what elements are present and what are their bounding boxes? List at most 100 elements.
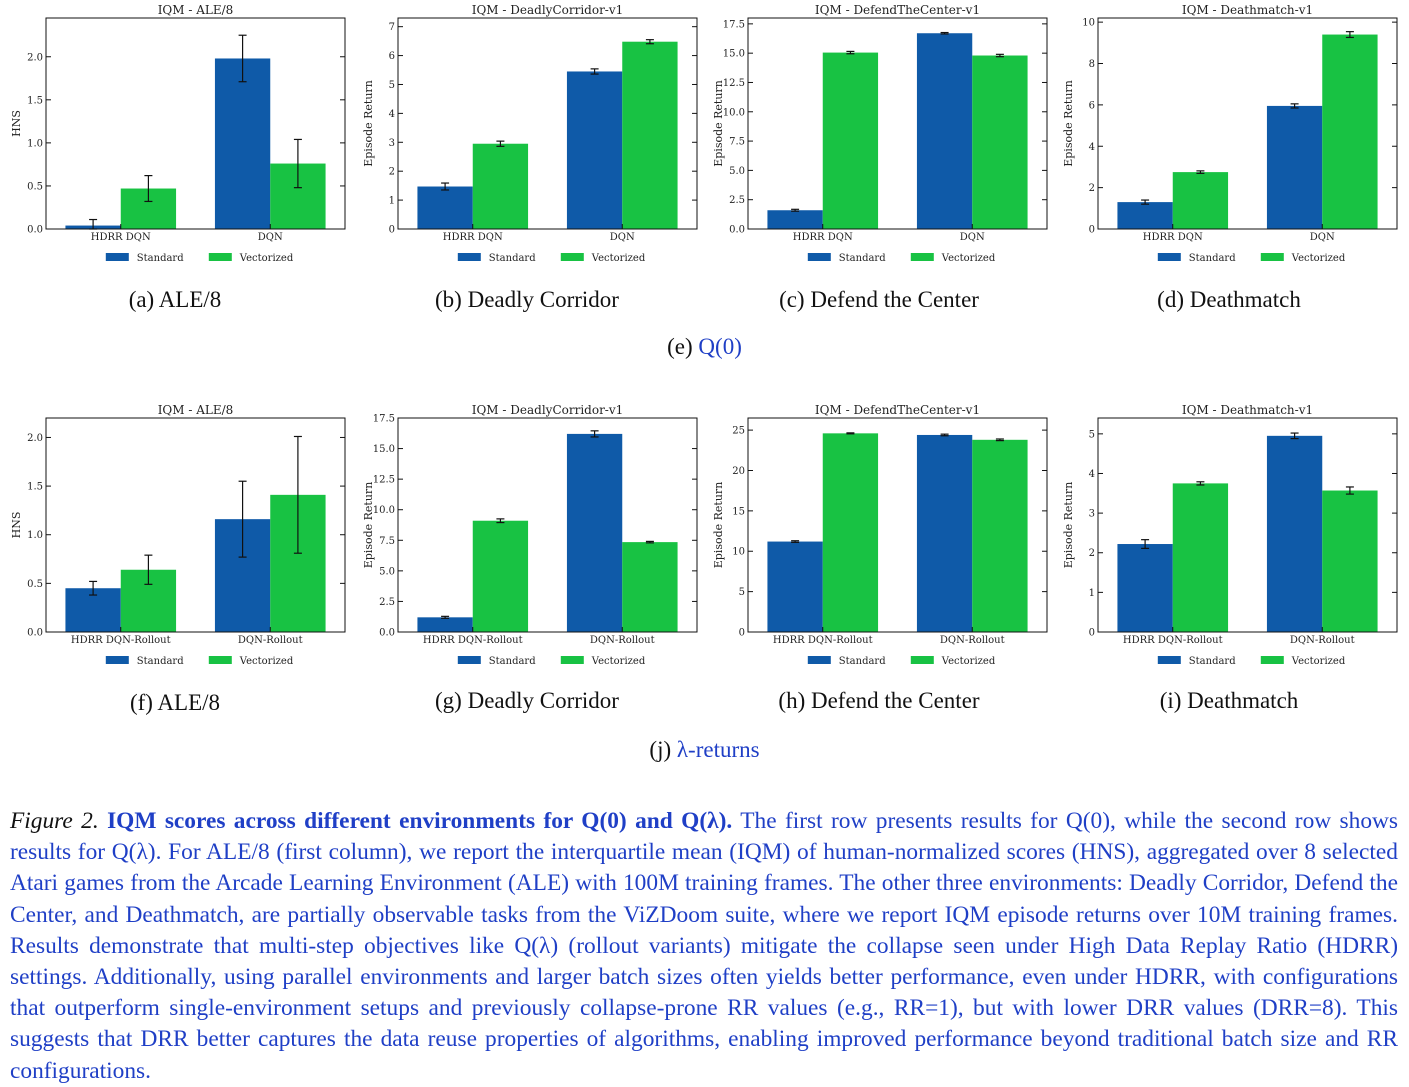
y-axis-label: HNS xyxy=(10,110,23,137)
x-tick-label: HDRR DQN-Rollout xyxy=(423,635,523,646)
y-tick-label: 6 xyxy=(1089,100,1095,111)
x-tick-label: DQN xyxy=(1310,232,1335,243)
bar-vectorized-1 xyxy=(972,439,1028,632)
legend-label-standard: Standard xyxy=(489,253,536,264)
y-tick-label: 5 xyxy=(1089,429,1095,440)
group-caption-lambda: (j) λ-returns xyxy=(0,737,1409,763)
bar-standard-0 xyxy=(417,617,473,632)
chart-title: IQM - DefendTheCenter-v1 xyxy=(815,3,980,17)
legend-swatch-vectorized xyxy=(208,656,232,664)
y-tick-label: 10 xyxy=(732,547,745,558)
bar-standard-1 xyxy=(916,434,973,632)
bar-standard-1 xyxy=(566,71,623,230)
bar-vectorized-0 xyxy=(472,520,529,632)
bar-standard-0 xyxy=(767,541,823,632)
y-tick-label: 0.0 xyxy=(27,628,43,639)
subcaption-d: (d) Deathmatch xyxy=(1157,287,1301,312)
bar-vectorized-1 xyxy=(622,542,678,632)
y-tick-label: 1.5 xyxy=(27,482,43,493)
y-axis-label: Episode Return xyxy=(1062,80,1075,167)
group-caption-q0-link[interactable]: Q(0) xyxy=(698,334,742,359)
y-tick-label: 15.0 xyxy=(373,444,395,455)
chart-title: IQM - DeadlyCorridor-v1 xyxy=(472,403,624,417)
plot-frame xyxy=(1097,17,1398,230)
bar-standard-0 xyxy=(417,186,473,229)
x-tick-label: DQN-Rollout xyxy=(1290,635,1355,646)
y-tick-label: 7.5 xyxy=(379,536,395,547)
legend-swatch-vectorized xyxy=(910,656,934,664)
y-tick-label: 15.0 xyxy=(723,49,745,60)
subcaption-i: (i) Deathmatch xyxy=(1159,688,1299,713)
plot-frame xyxy=(747,417,1048,633)
bar-vectorized-0 xyxy=(472,143,529,229)
plot-frame xyxy=(397,17,698,230)
y-axis-label: Episode Return xyxy=(1062,482,1075,569)
y-axis-label: Episode Return xyxy=(362,482,375,569)
y-tick-label: 10.0 xyxy=(723,107,745,118)
chart-title: IQM - DefendTheCenter-v1 xyxy=(815,403,980,417)
y-tick-label: 17.5 xyxy=(723,19,745,30)
y-tick-label: 0 xyxy=(1089,628,1095,639)
y-tick-label: 1.5 xyxy=(27,95,43,106)
x-tick-label: HDRR DQN xyxy=(443,232,503,243)
legend-swatch-standard xyxy=(457,253,481,261)
y-tick-label: 0.0 xyxy=(729,225,745,236)
chart-panel-deadlycorridor-lambda: IQM - DeadlyCorridor-v1 0.0 2.5 5.0 7.5 10.0 1… xyxy=(362,400,702,690)
y-tick-label: 3 xyxy=(1089,509,1095,520)
y-tick-label: 2.5 xyxy=(379,597,395,608)
subcaption-f: (f) ALE/8 xyxy=(129,690,221,715)
legend-label-standard: Standard xyxy=(839,656,886,667)
bar-chart-deadlycorridor-q0: IQM - DeadlyCorridor-v1 0 1 2 3 4 5 6 7 Episode R… xyxy=(362,3,698,264)
y-tick-label: 0.5 xyxy=(27,579,43,590)
legend-swatch-vectorized xyxy=(1260,253,1284,261)
y-axis-label: Episode Return xyxy=(712,482,725,569)
legend-label-vectorized: Vectorized xyxy=(591,253,646,264)
group-caption-q0: (e) Q(0) xyxy=(0,334,1409,360)
chart-title: IQM - ALE/8 xyxy=(158,403,234,417)
bar-standard-1 xyxy=(1266,105,1323,229)
group-caption-lambda-link[interactable]: λ-returns xyxy=(676,737,760,762)
legend-swatch-standard xyxy=(807,656,831,664)
y-tick-label: 2.5 xyxy=(729,195,745,206)
bar-chart-deathmatch-q0: IQM - Deathmatch-v1 0 2 4 6 8 10 Episode Return… xyxy=(1062,3,1398,264)
plot-frame xyxy=(747,17,1048,230)
plot-frame xyxy=(45,417,346,633)
y-tick-label: 25 xyxy=(732,426,745,437)
chart-title: IQM - ALE/8 xyxy=(158,3,234,17)
x-tick-label: DQN xyxy=(960,232,985,243)
legend-label-standard: Standard xyxy=(137,656,184,667)
y-tick-label: 3 xyxy=(389,138,395,149)
legend-swatch-vectorized xyxy=(208,253,232,261)
bar-vectorized-1 xyxy=(1322,34,1378,230)
bar-standard-1 xyxy=(566,433,623,632)
legend-swatch-standard xyxy=(457,656,481,664)
y-tick-label: 1 xyxy=(389,196,395,207)
legend-swatch-standard xyxy=(105,656,129,664)
plot-frame xyxy=(1097,417,1398,633)
chart-panel-defendthecenter-q0: IQM - DefendTheCenter-v1 0.0 2.5 5.0 7.5 10.0… xyxy=(712,0,1052,290)
bar-chart-ale8-q0: IQM - ALE/8 0.0 0.5 1.0 1.5 2.0 HNS HDRR DQN DQN… xyxy=(10,3,346,264)
chart-panel-deathmatch-lambda: IQM - Deathmatch-v1 0 1 2 3 4 5 Episode Return H… xyxy=(1062,400,1402,690)
y-tick-label: 5 xyxy=(739,587,745,598)
bar-standard-1 xyxy=(214,58,271,229)
y-tick-label: 0 xyxy=(1089,225,1095,236)
legend-swatch-standard xyxy=(105,253,129,261)
plot-frame xyxy=(397,417,698,633)
group-caption-lambda-prefix: (j) xyxy=(649,737,677,762)
bar-vectorized-0 xyxy=(1172,172,1229,229)
legend-label-vectorized: Vectorized xyxy=(941,253,996,264)
bar-vectorized-0 xyxy=(822,52,879,230)
bar-standard-1 xyxy=(1266,435,1323,632)
x-tick-label: HDRR DQN-Rollout xyxy=(773,635,873,646)
x-tick-label: DQN-Rollout xyxy=(590,635,655,646)
y-tick-label: 17.5 xyxy=(373,414,395,425)
legend-label-standard: Standard xyxy=(1189,253,1236,264)
legend-label-vectorized: Vectorized xyxy=(239,253,294,264)
bar-chart-deathmatch-lambda: IQM - Deathmatch-v1 0 1 2 3 4 5 Episode Return H… xyxy=(1062,403,1398,667)
y-tick-label: 0.0 xyxy=(379,628,395,639)
bar-chart-defendthecenter-lambda: IQM - DefendTheCenter-v1 0 5 10 15 20 25 Episod… xyxy=(712,403,1048,667)
subcaption-c: (c) Defend the Center xyxy=(779,287,979,312)
x-tick-label: DQN xyxy=(258,232,283,243)
x-tick-label: HDRR DQN xyxy=(793,232,853,243)
y-tick-label: 10 xyxy=(1082,18,1095,29)
